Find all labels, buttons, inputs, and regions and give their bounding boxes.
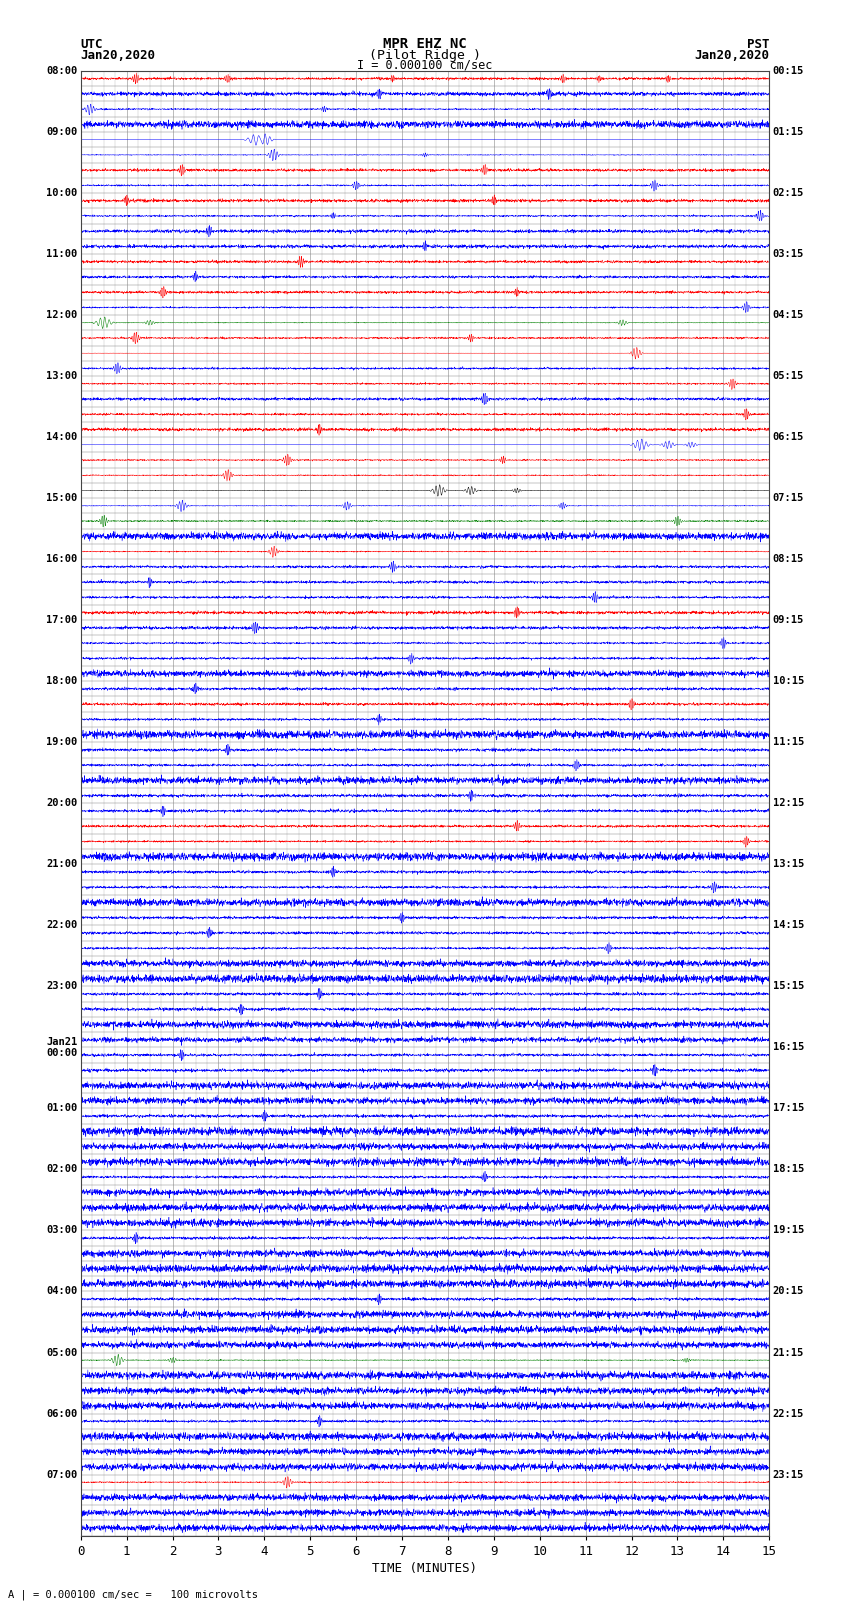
Text: 03:15: 03:15 bbox=[773, 248, 804, 260]
Text: 03:00: 03:00 bbox=[46, 1226, 77, 1236]
Text: 12:00: 12:00 bbox=[46, 310, 77, 319]
Text: 16:00: 16:00 bbox=[46, 555, 77, 565]
Text: 09:00: 09:00 bbox=[46, 127, 77, 137]
X-axis label: TIME (MINUTES): TIME (MINUTES) bbox=[372, 1561, 478, 1574]
Text: 02:15: 02:15 bbox=[773, 189, 804, 198]
Text: 13:00: 13:00 bbox=[46, 371, 77, 381]
Text: 11:15: 11:15 bbox=[773, 737, 804, 747]
Text: 07:00: 07:00 bbox=[46, 1469, 77, 1479]
Text: 19:00: 19:00 bbox=[46, 737, 77, 747]
Text: 15:15: 15:15 bbox=[773, 981, 804, 992]
Text: 21:15: 21:15 bbox=[773, 1347, 804, 1358]
Text: 08:15: 08:15 bbox=[773, 555, 804, 565]
Text: 12:15: 12:15 bbox=[773, 798, 804, 808]
Text: (Pilot Ridge ): (Pilot Ridge ) bbox=[369, 48, 481, 63]
Text: 08:00: 08:00 bbox=[46, 66, 77, 76]
Text: 23:15: 23:15 bbox=[773, 1469, 804, 1479]
Text: PST: PST bbox=[747, 37, 769, 50]
Text: MPR EHZ NC: MPR EHZ NC bbox=[383, 37, 467, 50]
Text: 22:15: 22:15 bbox=[773, 1408, 804, 1418]
Text: 06:15: 06:15 bbox=[773, 432, 804, 442]
Text: 14:00: 14:00 bbox=[46, 432, 77, 442]
Text: 09:15: 09:15 bbox=[773, 615, 804, 626]
Text: 16:15: 16:15 bbox=[773, 1042, 804, 1052]
Text: 10:15: 10:15 bbox=[773, 676, 804, 686]
Text: Jan20,2020: Jan20,2020 bbox=[81, 48, 156, 63]
Text: 11:00: 11:00 bbox=[46, 248, 77, 260]
Text: 07:15: 07:15 bbox=[773, 494, 804, 503]
Text: 15:00: 15:00 bbox=[46, 494, 77, 503]
Text: 01:00: 01:00 bbox=[46, 1103, 77, 1113]
Text: 20:00: 20:00 bbox=[46, 798, 77, 808]
Text: 17:00: 17:00 bbox=[46, 615, 77, 626]
Text: 04:15: 04:15 bbox=[773, 310, 804, 319]
Text: 05:15: 05:15 bbox=[773, 371, 804, 381]
Text: 23:00: 23:00 bbox=[46, 981, 77, 992]
Text: 05:00: 05:00 bbox=[46, 1347, 77, 1358]
Text: 13:15: 13:15 bbox=[773, 860, 804, 869]
Text: 22:00: 22:00 bbox=[46, 921, 77, 931]
Text: I = 0.000100 cm/sec: I = 0.000100 cm/sec bbox=[357, 58, 493, 71]
Text: 10:00: 10:00 bbox=[46, 189, 77, 198]
Text: Jan20,2020: Jan20,2020 bbox=[694, 48, 769, 63]
Text: 18:00: 18:00 bbox=[46, 676, 77, 686]
Text: UTC: UTC bbox=[81, 37, 103, 50]
Text: 06:00: 06:00 bbox=[46, 1408, 77, 1418]
Text: 21:00: 21:00 bbox=[46, 860, 77, 869]
Text: 04:00: 04:00 bbox=[46, 1287, 77, 1297]
Text: 18:15: 18:15 bbox=[773, 1165, 804, 1174]
Text: A | = 0.000100 cm/sec =   100 microvolts: A | = 0.000100 cm/sec = 100 microvolts bbox=[8, 1589, 258, 1600]
Text: Jan21
00:00: Jan21 00:00 bbox=[46, 1037, 77, 1058]
Text: 01:15: 01:15 bbox=[773, 127, 804, 137]
Text: 19:15: 19:15 bbox=[773, 1226, 804, 1236]
Text: 20:15: 20:15 bbox=[773, 1287, 804, 1297]
Text: 02:00: 02:00 bbox=[46, 1165, 77, 1174]
Text: 17:15: 17:15 bbox=[773, 1103, 804, 1113]
Text: 14:15: 14:15 bbox=[773, 921, 804, 931]
Text: 00:15: 00:15 bbox=[773, 66, 804, 76]
